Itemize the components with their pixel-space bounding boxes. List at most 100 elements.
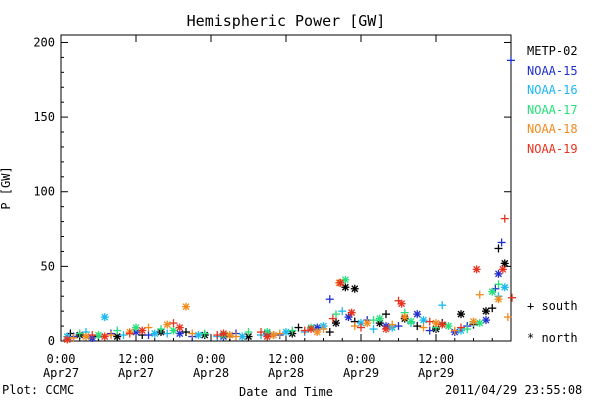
x-tick-date-label: Apr27 [43,366,79,380]
noaa-18-north-point [494,295,503,304]
metp-02-south-point [294,323,303,332]
noaa-19-north-point [397,299,406,308]
noaa-17-south-point [463,325,472,334]
noaa-19-south-point [213,331,222,340]
legend-entry-noaa-16: NOAA-16 [527,83,578,97]
noaa-18-north-point [182,302,190,311]
noaa-15-south-point [325,295,334,304]
x-tick-time-label: 0:00 [47,352,76,366]
noaa-19-north-point [219,329,228,338]
noaa-17-north-point [375,314,384,323]
metp-02-south-point [494,244,503,253]
noaa-19-north-point [307,325,315,334]
x-tick-time-label: 12:00 [418,352,454,366]
x-tick-date-label: Apr27 [118,366,154,380]
x-tick-time-label: 0:00 [197,352,226,366]
noaa-18-north-point [225,331,234,340]
noaa-16-north-point [100,313,109,322]
metp-02-south-point [182,328,190,337]
metp-02-north-point [332,319,340,328]
noaa-19-north-point [382,325,390,334]
legend-entry-noaa-19: NOAA-19 [527,141,578,156]
noaa-18-south-point [188,329,197,338]
noaa-17-north-point [169,326,178,335]
noaa-18-south-point [232,332,240,341]
noaa-17-south-point [244,328,253,337]
noaa-19-south-point [125,329,134,338]
x-tick-date-label: Apr28 [268,366,304,380]
noaa-19-north-point [438,320,447,329]
metp-02-south-point [413,322,422,331]
noaa-19-south-point [357,323,365,332]
noaa-18-south-point [69,334,78,343]
legend-entry-noaa-18: NOAA-18 [527,122,578,136]
noaa-18-north-point [432,319,440,328]
metp-02-north-point [500,259,509,268]
y-tick-label: 200 [33,35,55,49]
noaa-15-north-point [413,310,422,319]
y-tick-label: 0 [48,334,55,348]
noaa-16-north-point [500,283,509,292]
noaa-19-south-point [257,328,265,337]
noaa-17-south-point [75,329,84,338]
noaa-18-south-point [144,323,153,332]
noaa-19-north-point [498,265,507,274]
noaa-19-north-point [138,326,147,335]
noaa-18-north-point [82,332,90,341]
noaa-18-north-point [400,313,409,322]
metp-02-north-point [482,307,490,316]
noaa-18-south-point [475,290,484,299]
noaa-17-south-point [113,326,122,335]
noaa-15-north-point [482,316,490,325]
noaa-17-south-point [332,310,340,319]
plot-timestamp: 2011/04/29 23:55:08 [445,383,583,397]
noaa-18-south-point [419,323,428,332]
noaa-15-north-point [344,313,353,322]
noaa-15-south-point [507,56,515,65]
noaa-16-north-point [282,328,290,337]
noaa-19-north-point [63,335,72,344]
noaa-16-south-point [119,331,128,340]
x-tick-date-label: Apr29 [418,366,454,380]
noaa-18-north-point [269,331,278,340]
noaa-16-north-point [419,316,428,325]
noaa-19-south-point [169,319,178,328]
noaa-15-south-point [394,322,403,331]
legend-entry-noaa-15: NOAA-15 [527,63,578,78]
noaa-17-south-point [494,280,503,289]
x-tick-time-label: 12:00 [268,352,304,366]
x-tick-date-label: Apr28 [193,366,229,380]
noaa-18-north-point [469,317,478,326]
noaa-19-south-point [300,326,309,335]
noaa-15-south-point [144,331,153,340]
noaa-19-north-point [347,308,356,317]
noaa-19-south-point [500,214,509,223]
noaa-15-south-point [425,326,434,335]
x-axis-label: Date and Time [239,385,333,399]
y-axis-ticks: 0 50 100 150 200 [33,35,511,348]
legend-entry-noaa-17: NOAA-17 [527,102,578,117]
noaa-17-north-point [407,317,415,326]
noaa-17-north-point [488,287,497,296]
north-marker-key: * north [527,331,578,345]
noaa-16-south-point [338,307,347,316]
y-tick-label: 150 [33,110,55,124]
y-tick-label: 100 [33,185,55,199]
noaa-18-south-point [107,331,115,340]
metp-02-north-point [457,310,465,319]
noaa-19-south-point [328,314,337,323]
noaa-16-south-point [438,301,447,310]
plot-frame [60,34,512,342]
chart-title: Hemispheric Power [GW] [187,12,386,30]
noaa-17-south-point [369,316,378,325]
plot-credit: Plot: CCMC [2,383,75,397]
noaa-18-north-point [163,320,172,329]
noaa-19-south-point [88,331,97,340]
noaa-18-south-point [350,322,359,331]
noaa-15-south-point [497,238,506,247]
x-tick-time-label: 0:00 [347,352,376,366]
metp-02-north-point [113,332,122,341]
noaa-16-north-point [150,329,159,338]
x-tick-date-label: Apr29 [343,366,379,380]
